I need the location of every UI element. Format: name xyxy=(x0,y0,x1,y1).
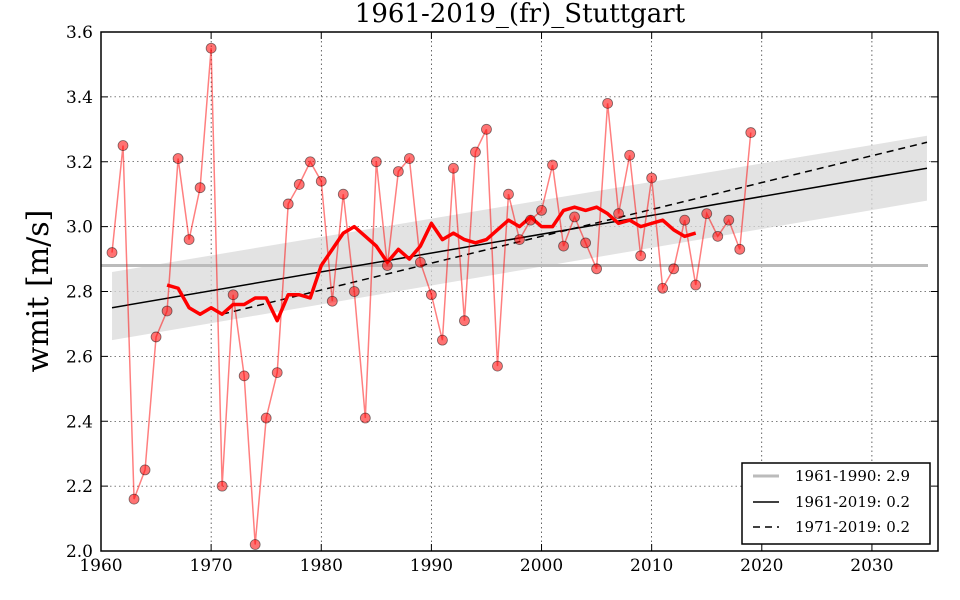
data-point xyxy=(205,42,217,54)
data-point xyxy=(536,205,547,216)
data-point xyxy=(481,123,492,135)
data-point xyxy=(558,240,569,252)
data-point xyxy=(690,279,702,291)
data-point xyxy=(459,315,470,327)
data-point xyxy=(348,286,360,297)
data-point xyxy=(381,260,393,271)
data-point xyxy=(150,331,162,343)
data-point xyxy=(613,208,625,220)
data-point xyxy=(514,234,525,246)
data-point xyxy=(172,153,184,164)
data-point xyxy=(668,263,680,275)
y-tick-label: 2.2 xyxy=(66,477,93,497)
data-point xyxy=(646,172,658,184)
data-point xyxy=(569,211,580,223)
data-point xyxy=(712,230,724,242)
x-tick-label: 1970 xyxy=(189,556,232,576)
ticks: 1960 1970 1980 1990 2000 2010 2020 2030 2.0 2.2 2.… xyxy=(66,23,938,576)
data-point xyxy=(106,247,118,258)
data-point xyxy=(624,149,636,161)
data-point xyxy=(580,237,591,249)
data-point xyxy=(216,480,228,492)
data-point xyxy=(437,334,448,346)
y-tick-label: 3.0 xyxy=(66,218,93,238)
data-point xyxy=(679,214,691,226)
data-point xyxy=(470,146,481,158)
x-tick-label: 2030 xyxy=(850,556,893,576)
data-point xyxy=(392,166,404,177)
data-point xyxy=(492,360,503,372)
x-tick-label: 2000 xyxy=(520,556,563,576)
legend-label-trend: 1961-2019: 0.2 xyxy=(795,493,910,511)
trend-line-1971-2019 xyxy=(221,141,928,315)
data-point xyxy=(260,412,272,424)
legend-label-baseline: 1961-1990: 2.9 xyxy=(795,467,910,485)
data-point xyxy=(326,295,338,307)
data-point xyxy=(183,234,195,246)
running-mean-line xyxy=(166,205,697,323)
data-point xyxy=(238,370,250,382)
data-point xyxy=(315,175,327,187)
data-point xyxy=(282,198,294,210)
points xyxy=(106,42,757,550)
data-point xyxy=(547,159,558,171)
data-point xyxy=(503,188,514,200)
data-point xyxy=(414,256,426,268)
data-point xyxy=(304,156,316,168)
x-tick-label: 2010 xyxy=(630,556,673,576)
data-point xyxy=(359,412,371,424)
data-point xyxy=(227,289,239,301)
chart-title: 1961-2019_(fr)_Stuttgart xyxy=(355,0,686,29)
y-tick-label: 2.8 xyxy=(66,283,93,303)
data-point xyxy=(370,156,382,168)
data-point xyxy=(161,305,173,317)
data-point xyxy=(139,464,151,476)
y-tick-label: 3.4 xyxy=(66,88,93,108)
data-point xyxy=(194,182,206,194)
data-point xyxy=(723,214,735,226)
x-tick-label: 1980 xyxy=(300,556,343,576)
x-tick-label: 1990 xyxy=(410,556,453,576)
data-point xyxy=(249,539,261,550)
x-tick-label: 2020 xyxy=(740,556,783,576)
y-axis-label: wmit [m/s] xyxy=(21,210,56,373)
data-point xyxy=(403,153,415,164)
data-point xyxy=(337,188,349,200)
data-point xyxy=(425,289,437,301)
data-point xyxy=(745,127,757,138)
data-point xyxy=(635,250,647,262)
legend: 1961-1990: 2.9 1961-2019: 0.2 1971-2019:… xyxy=(741,462,931,545)
data-point xyxy=(591,263,602,275)
data-point xyxy=(657,282,669,294)
data-point xyxy=(525,214,536,226)
data-point xyxy=(448,162,459,174)
data-point xyxy=(117,140,129,151)
data-point xyxy=(734,243,746,255)
y-tick-label: 3.6 xyxy=(66,23,93,43)
y-tick-label: 3.2 xyxy=(66,153,93,173)
data-point xyxy=(271,367,283,378)
data-point xyxy=(701,208,713,220)
legend-label-trend-dashed: 1971-2019: 0.2 xyxy=(795,518,910,536)
y-tick-label: 2.6 xyxy=(66,347,93,367)
y-tick-label: 2.0 xyxy=(66,542,93,562)
data-point xyxy=(602,97,614,109)
x-tick-label: 1960 xyxy=(79,556,122,576)
data-point xyxy=(128,493,140,505)
data-point xyxy=(293,179,305,190)
y-tick-label: 2.4 xyxy=(66,412,93,432)
